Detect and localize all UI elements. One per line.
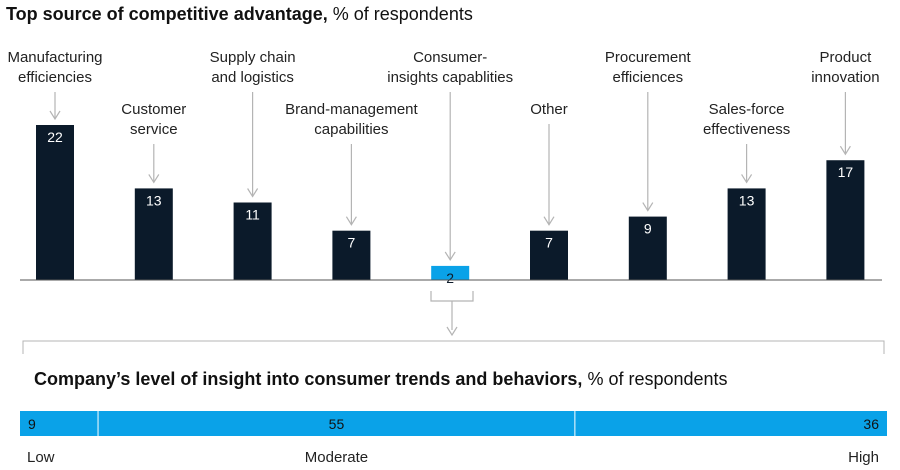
bar-value-label: 2 xyxy=(446,270,454,286)
label-arrowhead xyxy=(148,174,160,184)
bar-1 xyxy=(134,188,173,280)
bar-8 xyxy=(826,160,865,280)
label-arrowhead xyxy=(49,110,61,121)
stack-value-label: 9 xyxy=(28,416,36,432)
bar-value-label: 7 xyxy=(545,235,553,251)
stack-value-label: 55 xyxy=(329,416,345,432)
label-arrowhead xyxy=(543,216,555,226)
label-arrowhead xyxy=(345,216,357,226)
category-label: Consumer- xyxy=(413,49,487,66)
label-arrowhead xyxy=(247,188,259,198)
bar-0 xyxy=(36,125,74,280)
bar-value-label: 11 xyxy=(245,207,260,223)
bar-value-label: 7 xyxy=(348,235,356,251)
category-label: Manufacturing xyxy=(7,49,102,66)
chart-title-unit: % of respondents xyxy=(327,4,473,24)
bar-7 xyxy=(727,188,766,280)
category-label: Product xyxy=(820,49,873,66)
category-label: Supply chain xyxy=(210,49,296,66)
bars-layer: 22 Manufacturing efficiencies 13 Customer ser… xyxy=(7,49,879,286)
stacked-bar-layer: 9 Low 55 Moderate 36 High xyxy=(20,411,887,466)
bar-3 xyxy=(332,230,371,280)
category-label: Brand-management xyxy=(285,101,418,118)
highlight-bracket xyxy=(430,291,474,302)
stack-value-label: 36 xyxy=(863,416,879,432)
stack-category-label: Moderate xyxy=(305,449,368,466)
category-label: Other xyxy=(530,101,568,118)
bar-value-label: 9 xyxy=(644,221,652,237)
category-label: effectiveness xyxy=(703,121,790,138)
stack-category-label: High xyxy=(848,449,879,466)
stack-category-label: Low xyxy=(27,449,55,466)
lower-chart-frame xyxy=(22,340,885,354)
stack-segment-low xyxy=(20,411,99,436)
category-label: and logistics xyxy=(211,69,294,86)
category-label: efficiencies xyxy=(18,69,92,86)
stack-segment-moderate xyxy=(98,411,575,436)
category-label: Procurement xyxy=(605,49,692,66)
category-label: innovation xyxy=(811,69,879,86)
bar-2 xyxy=(233,202,272,280)
category-label: insights capablities xyxy=(387,69,513,86)
category-label: efficiences xyxy=(612,69,683,86)
category-label: service xyxy=(130,121,178,138)
label-arrowhead xyxy=(741,174,753,184)
insight-chart-title: Company’s level of insight into consumer… xyxy=(34,369,728,390)
category-label: capabilities xyxy=(314,121,388,138)
stack-segment-high xyxy=(574,411,887,436)
bar-value-label: 17 xyxy=(838,164,854,180)
label-arrowhead xyxy=(444,251,456,262)
chart-title: Top source of competitive advantage, % o… xyxy=(6,4,473,25)
label-arrowhead xyxy=(642,202,654,212)
chart-title-bold: Top source of competitive advantage, xyxy=(6,4,328,24)
connector-arrowhead xyxy=(446,326,458,337)
bar-value-label: 22 xyxy=(47,129,63,145)
insight-chart-title-unit: % of respondents xyxy=(582,369,728,389)
category-label: Sales-force xyxy=(709,101,785,118)
category-label: Customer xyxy=(121,101,186,118)
bar-value-label: 13 xyxy=(739,192,755,208)
insight-chart-title-bold: Company’s level of insight into consumer… xyxy=(34,369,583,389)
label-arrowhead xyxy=(839,145,851,156)
bar-6 xyxy=(628,216,667,280)
bar-value-label: 13 xyxy=(146,192,162,208)
bar-5 xyxy=(530,230,568,280)
bar-4 xyxy=(431,265,470,280)
